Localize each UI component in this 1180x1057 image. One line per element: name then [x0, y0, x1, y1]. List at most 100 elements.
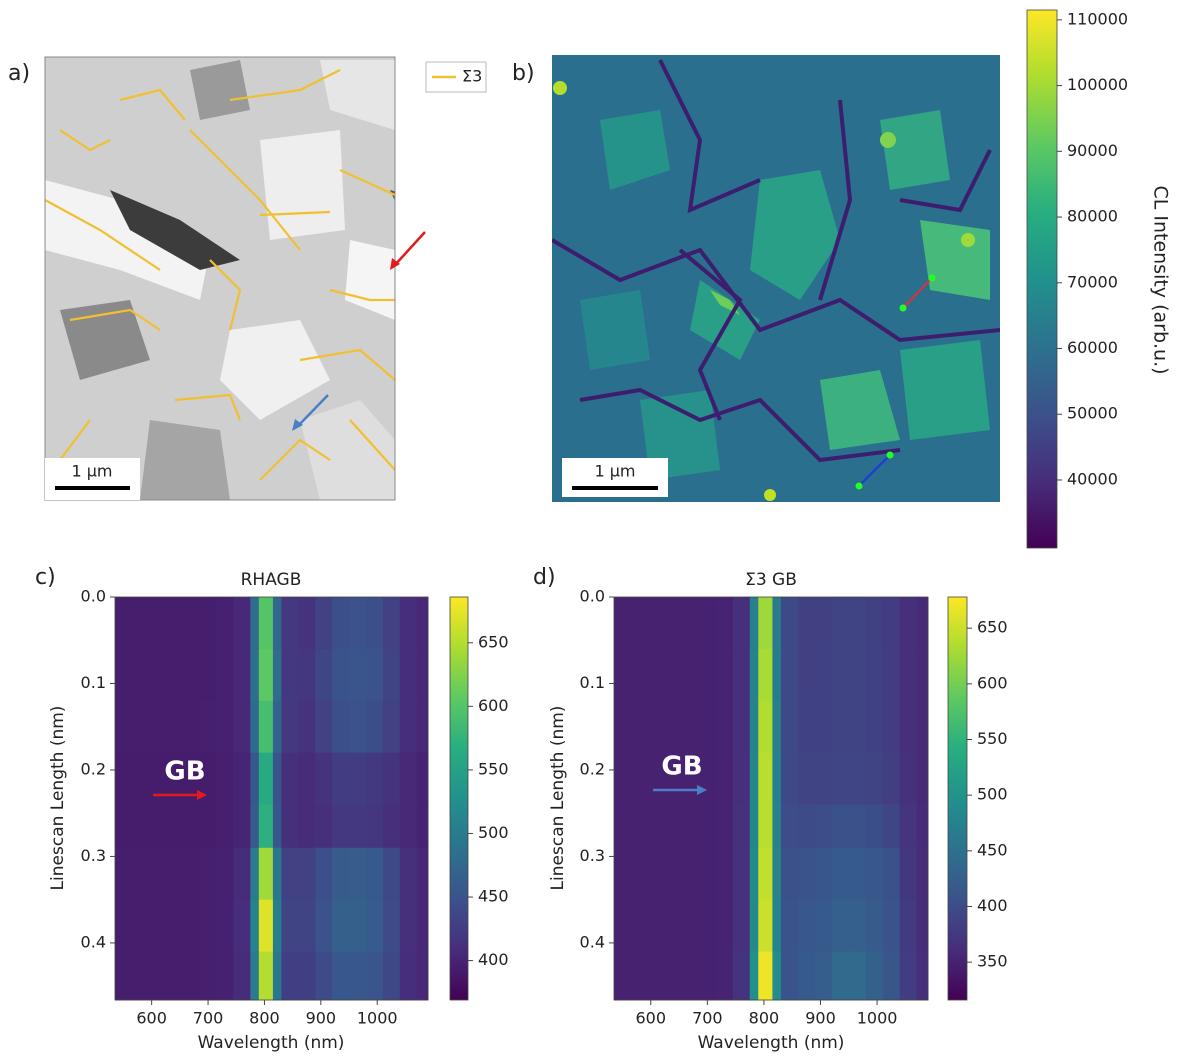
x-axis-label: Wavelength (nm): [198, 1033, 345, 1053]
heatmap-cell: [916, 804, 929, 849]
heatmap-cell: [758, 899, 773, 952]
heatmap-cell: [416, 597, 429, 650]
heatmap-cell: [749, 899, 759, 952]
heatmap-cell: [848, 804, 867, 849]
heatmap-cell: [165, 804, 184, 849]
heatmap-cell: [298, 951, 316, 1001]
heatmap-cell: [882, 752, 901, 805]
x-tick-label: 600: [636, 1009, 667, 1028]
heatmap-cell: [131, 951, 150, 1001]
heatmap-cell: [647, 899, 666, 952]
heatmap-cell: [250, 648, 260, 702]
heatmap-cell: [281, 752, 299, 805]
heatmap-cell: [250, 597, 260, 650]
heatmap-cell: [916, 648, 929, 702]
heatmap-cell: [332, 597, 350, 650]
colorbar-tick-label: 100000: [1067, 75, 1128, 94]
heatmap-cell: [681, 648, 700, 702]
heatmap-cell: [349, 648, 367, 702]
heatmap-cell: [882, 951, 901, 1001]
scale-bar-box: [45, 458, 140, 500]
heatmap-cell: [365, 804, 384, 849]
heatmap-cell: [165, 700, 184, 754]
heatmap-cell: [732, 899, 751, 952]
heatmap-cell: [882, 899, 901, 952]
heatmap-cell: [715, 648, 734, 702]
heatmap-cell: [814, 951, 833, 1001]
heatmap-cell: [780, 804, 799, 849]
heatmap-cell: [681, 951, 700, 1001]
heatmap-cell: [233, 899, 251, 952]
heatmap-cell: [630, 804, 649, 849]
colorbar-tick-label: 550: [478, 759, 509, 778]
heatmap-cell: [272, 700, 282, 754]
heatmap-cell: [148, 648, 167, 702]
colorbar-tick-label: 450: [977, 840, 1008, 859]
heatmap-cell: [199, 951, 217, 1001]
heatmap-cell: [165, 597, 184, 650]
heatmap-cell: [831, 700, 850, 754]
heatmap-cell: [797, 804, 816, 849]
heatmap-cell: [258, 648, 274, 702]
y-tick-label: 0.4: [580, 932, 605, 951]
heatmap-cell: [630, 700, 649, 754]
heatmap-cell: [899, 597, 918, 650]
heatmap-cell: [749, 597, 759, 650]
heatmap-cell: [715, 700, 734, 754]
heatmap-cell: [315, 951, 333, 1001]
heatmap-cell: [664, 597, 683, 650]
heatmap-cell: [365, 847, 384, 901]
heatmap-cell: [349, 804, 367, 849]
heatmap-cell: [182, 700, 200, 754]
heatmap-cell: [298, 752, 316, 805]
heatmap-cell: [681, 752, 700, 805]
heatmap-cell: [131, 847, 150, 901]
colorbar-tick-label: 550: [977, 729, 1008, 748]
heatmap-cell: [250, 847, 260, 901]
heatmap-cell: [382, 752, 401, 805]
heatmap-cell: [216, 804, 234, 849]
heatmap-cell: [272, 752, 282, 805]
y-tick-label: 0.0: [81, 587, 106, 606]
heatmap-cell: [148, 804, 167, 849]
heatmap-cell: [814, 597, 833, 650]
ebsd-image: [45, 57, 395, 500]
heatmap-cell: [772, 700, 782, 754]
heatmap-cell: [349, 752, 367, 805]
heatmap-cell: [399, 752, 418, 805]
heatmap-cell: [865, 597, 884, 650]
annotation: GB: [661, 752, 702, 782]
panel-label: c): [35, 565, 56, 590]
chart-title: Σ3 GB: [745, 570, 797, 590]
heatmap-cell: [182, 752, 200, 805]
x-tick-label: 900: [306, 1009, 337, 1028]
heatmap-cell: [698, 899, 717, 952]
heatmap-cell: [732, 804, 751, 849]
heatmap-cell: [332, 899, 350, 952]
heatmap-cell: [131, 752, 150, 805]
colorbar-label: CL Intensity (arb.u.): [1150, 185, 1172, 374]
heatmap-cell: [115, 951, 133, 1001]
heatmap-cell: [797, 752, 816, 805]
heatmap-cell: [281, 804, 299, 849]
heatmap-cell: [216, 899, 234, 952]
linescan-end: [855, 482, 863, 490]
heatmap-cell: [315, 597, 333, 650]
heatmap-cell: [382, 648, 401, 702]
heatmap-cell: [698, 951, 717, 1001]
heatmap-cell: [131, 597, 150, 650]
heatmap-cell: [772, 804, 782, 849]
heatmap-cell: [349, 899, 367, 952]
heatmap-cell: [899, 951, 918, 1001]
colorbar-tick-label: 500: [478, 823, 509, 842]
heatmap-cell: [664, 804, 683, 849]
heatmap-cell: [916, 951, 929, 1001]
scale-bar-label: 1 µm: [594, 462, 635, 481]
heatmap-cell: [115, 597, 133, 650]
heatmap-cell: [614, 752, 632, 805]
linescan: [902, 277, 933, 309]
heatmap-cell: [165, 899, 184, 952]
heatmap-cell: [916, 597, 929, 650]
heatmap-cell: [882, 597, 901, 650]
colorbar: [947, 596, 968, 1001]
